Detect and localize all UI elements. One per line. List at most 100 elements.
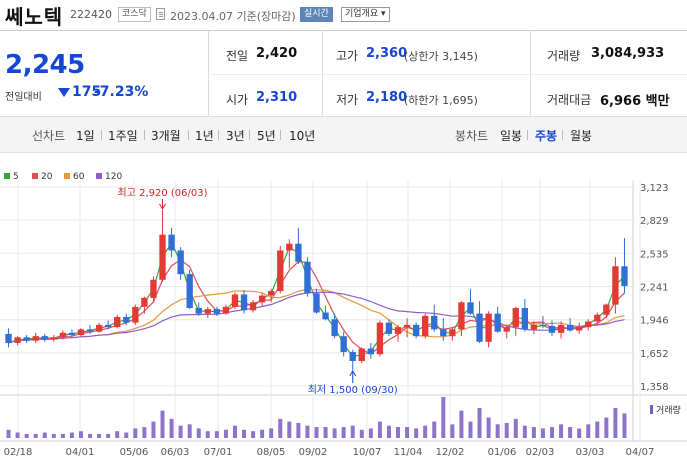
volume-bar (386, 425, 391, 438)
candle-body (530, 324, 538, 330)
y-tick-label: 3,123 (640, 183, 669, 194)
candle-body (132, 306, 139, 323)
period-1y[interactable]: 1년 (195, 129, 214, 143)
volume-bar (97, 433, 102, 438)
volume-bar (604, 417, 609, 438)
candle-body (277, 250, 284, 292)
current-price: 2,245 (5, 50, 85, 80)
volume-bar (214, 431, 219, 438)
change-label: 전일대비 (5, 92, 42, 103)
volume-bar (78, 431, 83, 438)
y-tick-label: 1,652 (640, 349, 669, 360)
candle-body (86, 329, 94, 332)
low-value: 2,180 (366, 90, 408, 105)
volume-bar (332, 428, 337, 438)
candle-body (150, 279, 157, 298)
x-tick-label: 08/05 (257, 447, 286, 458)
down-arrow-icon (58, 88, 70, 97)
legend-ma20: 20 (32, 172, 52, 182)
chart-controls: 선차트 1일 1주일 3개월 1년 3년 5년 10년 봉차트 일봉 주봉 월봉 (0, 117, 687, 153)
candle-body (50, 337, 57, 340)
prev-close-label: 전일 (226, 49, 249, 63)
volume-bar (504, 422, 509, 438)
volume-bar (341, 427, 346, 438)
candle-body (268, 291, 275, 296)
period-1w[interactable]: 1주일 (108, 129, 138, 143)
open-value: 2,310 (256, 90, 298, 105)
x-tick-label: 03/03 (576, 447, 605, 458)
candle-body (231, 294, 239, 307)
candle-body (186, 274, 193, 308)
x-tick-label: 06/03 (161, 447, 190, 458)
period-3y[interactable]: 3년 (226, 129, 245, 143)
volume-bar (106, 433, 111, 438)
x-tick-label: 04/01 (66, 447, 95, 458)
volume-bar (296, 422, 301, 438)
candle-body (168, 234, 175, 251)
period-1d[interactable]: 1일 (76, 129, 95, 143)
candle-body (14, 337, 21, 343)
candle-body (403, 324, 411, 328)
volume-bar (196, 428, 201, 438)
line-chart-label: 선차트 (32, 129, 66, 143)
volume-bar (540, 428, 545, 438)
stock-name: 쎄노텍 (5, 5, 64, 29)
volume-bar (441, 397, 446, 438)
prev-close-value: 2,420 (256, 46, 298, 61)
volume-bar (568, 427, 573, 438)
volume-bar (142, 427, 147, 438)
company-overview-dropdown[interactable]: 기업개요 ▾ (341, 7, 390, 22)
volume-bar (559, 424, 564, 438)
candle-body (32, 336, 39, 341)
volume-bar (60, 433, 65, 438)
candle-body (367, 348, 375, 355)
market-badge: 코스닥 (118, 7, 151, 22)
candle-body (322, 312, 329, 320)
volume-bar (486, 417, 491, 438)
candle-body (249, 302, 257, 311)
volume-bar (450, 424, 455, 438)
candle-body (222, 306, 230, 314)
volume-bar (115, 431, 120, 438)
period-5y[interactable]: 5년 (257, 129, 276, 143)
volume-bar (6, 429, 11, 438)
candle-monthly[interactable]: 월봉 (570, 129, 593, 143)
candle-body (177, 250, 184, 275)
volume-bar (242, 429, 247, 438)
volume-bar (586, 424, 591, 438)
period-3m[interactable]: 3개월 (151, 129, 181, 143)
candle-body (286, 243, 293, 251)
volume-bar (260, 429, 265, 438)
x-tick-label: 10/07 (353, 447, 382, 458)
candle-body (23, 337, 30, 341)
x-tick-label: 05/06 (120, 447, 149, 458)
amount-value: 6,966 백만 (600, 94, 670, 109)
volume-bar (359, 429, 364, 438)
candle-body (295, 243, 302, 262)
x-tick-label: 09/02 (299, 447, 328, 458)
candle-body (422, 315, 429, 337)
volume-bar (33, 433, 38, 438)
volume-bar (133, 428, 138, 438)
volume-bar (187, 424, 192, 438)
y-tick-label: 2,241 (640, 282, 669, 293)
candle-body (59, 332, 67, 338)
volume-bar (305, 425, 310, 438)
candle-body (159, 234, 166, 280)
volume-bar (169, 418, 174, 438)
candle-daily[interactable]: 일봉 (500, 129, 523, 143)
candle-body (77, 329, 85, 336)
candle-body (304, 261, 311, 294)
period-10y[interactable]: 10년 (289, 129, 316, 143)
candle-body (313, 293, 320, 313)
candle-body (594, 314, 601, 322)
volume-bar (223, 429, 228, 438)
candle-weekly[interactable]: 주봉 (535, 129, 558, 143)
volume-bar (405, 427, 410, 438)
change-value: 175 (72, 84, 102, 100)
candle-body (349, 351, 356, 361)
volume-bar (577, 428, 582, 438)
realtime-button[interactable]: 실시간 (300, 7, 333, 22)
candle-body (440, 329, 447, 337)
volume-bar (414, 428, 419, 438)
